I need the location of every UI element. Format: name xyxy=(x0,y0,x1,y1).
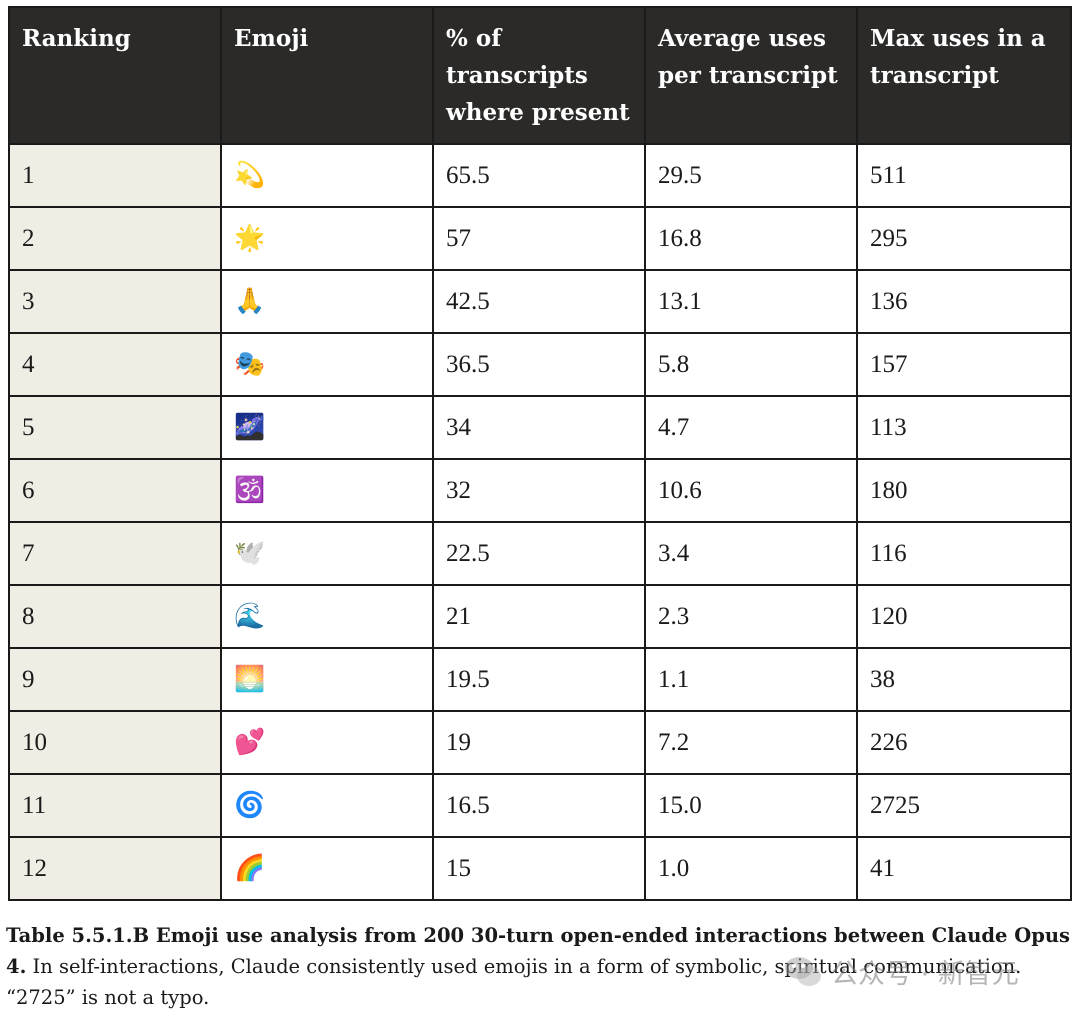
table-header-row: Ranking Emoji % of transcripts where pre… xyxy=(8,6,1072,145)
average-cell: 15.0 xyxy=(644,773,858,838)
table-row: 7 🕊️ 22.5 3.4 116 xyxy=(8,521,1072,586)
emoji-cell: 🎭 xyxy=(220,332,434,397)
max-cell: 511 xyxy=(856,143,1072,208)
header-max-uses: Max uses in a transcript xyxy=(856,6,1072,145)
header-percent-present: % of transcripts where present xyxy=(432,6,646,145)
rank-cell: 5 xyxy=(8,395,222,460)
emoji-cell: 🌊 xyxy=(220,584,434,649)
rank-cell: 11 xyxy=(8,773,222,838)
performing-arts-icon: 🎭 xyxy=(234,350,266,378)
emoji-cell: 🌅 xyxy=(220,647,434,712)
table-body: 1 💫 65.5 29.5 511 2 🌟 57 16.8 295 3 🙏 42.5 13.1 136 4 🎭 3… xyxy=(8,143,1072,901)
max-cell: 136 xyxy=(856,269,1072,334)
percent-cell: 22.5 xyxy=(432,521,646,586)
average-cell: 29.5 xyxy=(644,143,858,208)
header-average-uses: Average uses per transcript xyxy=(644,6,858,145)
rank-cell: 1 xyxy=(8,143,222,208)
header-ranking: Ranking xyxy=(8,6,222,145)
percent-cell: 57 xyxy=(432,206,646,271)
sunrise-icon: 🌅 xyxy=(234,665,266,693)
emoji-cell: 🌀 xyxy=(220,773,434,838)
max-cell: 295 xyxy=(856,206,1072,271)
average-cell: 3.4 xyxy=(644,521,858,586)
average-cell: 4.7 xyxy=(644,395,858,460)
average-cell: 7.2 xyxy=(644,710,858,775)
two-hearts-icon: 💕 xyxy=(234,728,266,756)
average-cell: 1.1 xyxy=(644,647,858,712)
max-cell: 157 xyxy=(856,332,1072,397)
table-row: 11 🌀 16.5 15.0 2725 xyxy=(8,773,1072,838)
rank-cell: 8 xyxy=(8,584,222,649)
rank-cell: 12 xyxy=(8,836,222,901)
emoji-cell: 💕 xyxy=(220,710,434,775)
rank-cell: 2 xyxy=(8,206,222,271)
rank-cell: 4 xyxy=(8,332,222,397)
emoji-cell: 🕉️ xyxy=(220,458,434,523)
emoji-cell: 🕊️ xyxy=(220,521,434,586)
average-cell: 2.3 xyxy=(644,584,858,649)
rank-cell: 9 xyxy=(8,647,222,712)
om-icon: 🕉️ xyxy=(234,476,266,504)
folded-hands-icon: 🙏 xyxy=(234,287,266,315)
percent-cell: 19 xyxy=(432,710,646,775)
header-emoji: Emoji xyxy=(220,6,434,145)
max-cell: 116 xyxy=(856,521,1072,586)
table-row: 1 💫 65.5 29.5 511 xyxy=(8,143,1072,208)
rainbow-icon: 🌈 xyxy=(234,854,266,882)
dove-icon: 🕊️ xyxy=(234,539,266,567)
table-row: 8 🌊 21 2.3 120 xyxy=(8,584,1072,649)
max-cell: 120 xyxy=(856,584,1072,649)
table-row: 3 🙏 42.5 13.1 136 xyxy=(8,269,1072,334)
table-row: 9 🌅 19.5 1.1 38 xyxy=(8,647,1072,712)
average-cell: 16.8 xyxy=(644,206,858,271)
max-cell: 226 xyxy=(856,710,1072,775)
table-caption: Table 5.5.1.B Emoji use analysis from 20… xyxy=(6,920,1074,1013)
rank-cell: 10 xyxy=(8,710,222,775)
percent-cell: 42.5 xyxy=(432,269,646,334)
water-wave-icon: 🌊 xyxy=(234,602,266,630)
percent-cell: 16.5 xyxy=(432,773,646,838)
dizzy-icon: 💫 xyxy=(234,161,266,189)
table-row: 4 🎭 36.5 5.8 157 xyxy=(8,332,1072,397)
table-row: 5 🌌 34 4.7 113 xyxy=(8,395,1072,460)
percent-cell: 19.5 xyxy=(432,647,646,712)
cyclone-icon: 🌀 xyxy=(234,791,266,819)
max-cell: 2725 xyxy=(856,773,1072,838)
emoji-cell: 🌌 xyxy=(220,395,434,460)
glowing-star-icon: 🌟 xyxy=(234,224,266,252)
percent-cell: 32 xyxy=(432,458,646,523)
table-row: 6 🕉️ 32 10.6 180 xyxy=(8,458,1072,523)
rank-cell: 7 xyxy=(8,521,222,586)
milky-way-icon: 🌌 xyxy=(234,413,266,441)
caption-title: Table 5.5.1.B Emoji use analysis from 20… xyxy=(6,924,1071,978)
table-row: 12 🌈 15 1.0 41 xyxy=(8,836,1072,901)
table-row: 10 💕 19 7.2 226 xyxy=(8,710,1072,775)
emoji-cell: 🌟 xyxy=(220,206,434,271)
emoji-usage-table: Ranking Emoji % of transcripts where pre… xyxy=(8,6,1072,901)
emoji-cell: 💫 xyxy=(220,143,434,208)
max-cell: 180 xyxy=(856,458,1072,523)
average-cell: 5.8 xyxy=(644,332,858,397)
percent-cell: 15 xyxy=(432,836,646,901)
max-cell: 113 xyxy=(856,395,1072,460)
max-cell: 41 xyxy=(856,836,1072,901)
max-cell: 38 xyxy=(856,647,1072,712)
average-cell: 1.0 xyxy=(644,836,858,901)
emoji-cell: 🌈 xyxy=(220,836,434,901)
percent-cell: 65.5 xyxy=(432,143,646,208)
table-row: 2 🌟 57 16.8 295 xyxy=(8,206,1072,271)
average-cell: 10.6 xyxy=(644,458,858,523)
rank-cell: 3 xyxy=(8,269,222,334)
percent-cell: 21 xyxy=(432,584,646,649)
emoji-cell: 🙏 xyxy=(220,269,434,334)
average-cell: 13.1 xyxy=(644,269,858,334)
rank-cell: 6 xyxy=(8,458,222,523)
percent-cell: 36.5 xyxy=(432,332,646,397)
caption-text: In self-interactions, Claude consistentl… xyxy=(6,955,1022,1009)
percent-cell: 34 xyxy=(432,395,646,460)
